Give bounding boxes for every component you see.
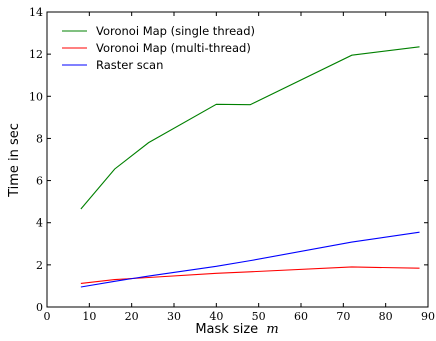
y-tick-label: 10 [29, 90, 43, 103]
x-axis-label-text: Mask size [195, 322, 258, 337]
y-tick-label: 6 [36, 175, 43, 188]
y-tick-label: 4 [36, 217, 43, 230]
legend-entry: Voronoi Map (multi-thread) [96, 41, 251, 55]
legend: Voronoi Map (single thread) Voronoi Map (… [62, 24, 255, 72]
x-tick-label: 40 [209, 310, 223, 323]
y-tick-label: 12 [29, 48, 43, 61]
x-tick-label: 50 [252, 310, 266, 323]
y-tick-label: 14 [29, 6, 43, 19]
y-tick-label: 0 [36, 301, 43, 314]
x-axis-label-variable: m [266, 322, 278, 337]
x-tick-label: 30 [167, 310, 181, 323]
x-tick-label: 90 [421, 310, 435, 323]
x-axis-label: Mask size m [195, 322, 278, 337]
series-line-2 [80, 266, 420, 284]
y-tick-label: 8 [36, 132, 43, 145]
series-line-3 [80, 231, 420, 288]
series-lines [80, 46, 420, 288]
x-tick-label: 60 [294, 310, 308, 323]
x-tick-label: 20 [125, 310, 139, 323]
x-tick-label: 80 [379, 310, 393, 323]
y-axis: 0 2 4 6 8 10 12 14 [29, 6, 428, 314]
y-axis-label: Time in sec [7, 123, 22, 198]
x-tick-label: 70 [336, 310, 350, 323]
y-tick-label: 2 [36, 259, 43, 272]
legend-entry: Raster scan [96, 58, 163, 72]
series-line-1 [80, 46, 420, 210]
x-tick-label: 0 [44, 310, 51, 323]
legend-entry: Voronoi Map (single thread) [96, 24, 255, 38]
x-axis: 0 10 20 30 40 50 60 70 80 90 [44, 12, 435, 323]
plot-area [46, 11, 429, 308]
x-tick-label: 10 [82, 310, 96, 323]
